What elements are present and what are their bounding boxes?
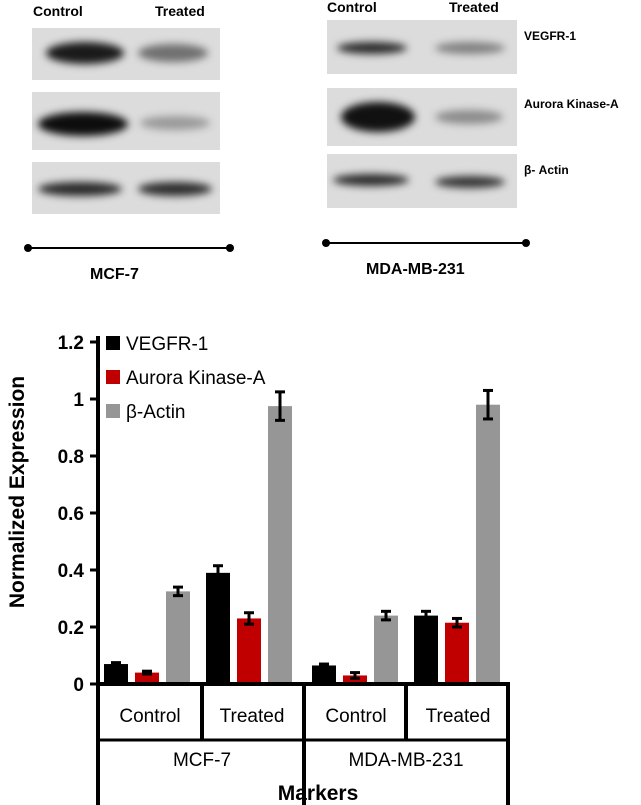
mda-actin-blot xyxy=(327,154,517,208)
left-line-dot-end xyxy=(226,244,234,252)
x-subgroup-label: Control xyxy=(119,706,180,727)
mda-label: MDA-MB-231 xyxy=(366,261,465,278)
right-marker-line xyxy=(326,242,526,244)
legend-swatch xyxy=(106,370,120,384)
y-tick-label: 1 xyxy=(73,390,84,411)
mcf7-aurora-blot xyxy=(32,92,220,150)
mda-aurora-blot xyxy=(327,88,517,146)
bar xyxy=(268,406,292,684)
bar xyxy=(476,404,500,684)
right-treated-header: Treated xyxy=(449,0,499,15)
left-marker-line xyxy=(28,247,232,249)
y-tick-label: 0.2 xyxy=(58,618,84,639)
row-label-vegfr1: VEGFR-1 xyxy=(524,29,577,43)
bar xyxy=(166,591,190,684)
x-subgroup-label: Treated xyxy=(426,706,491,727)
y-tick-label: 0.4 xyxy=(58,561,85,582)
y-tick-label: 0.8 xyxy=(58,447,84,468)
bar xyxy=(312,665,336,684)
x-group-label: MCF-7 xyxy=(173,750,231,771)
y-tick-label: 0.6 xyxy=(58,504,84,525)
bar xyxy=(445,622,469,684)
bar xyxy=(206,572,230,684)
mda-vegfr1-blot xyxy=(327,20,517,74)
legend: VEGFR-1 Aurora Kinase-A β-Actin xyxy=(106,334,266,423)
mcf7-vegfr1-blot xyxy=(32,28,220,80)
left-control-header: Control xyxy=(33,3,83,19)
x-subgroup-label: Treated xyxy=(220,706,285,727)
x-axis: Control Treated MCF-7 Control Treated MDA-MB-… xyxy=(96,682,510,805)
y-axis-title: Normalized Expression xyxy=(6,376,29,608)
y-tick-label: 0 xyxy=(73,675,84,696)
legend-label: VEGFR-1 xyxy=(126,334,208,355)
bar xyxy=(414,615,438,684)
row-label-actin: β- Actin xyxy=(524,163,569,177)
bar xyxy=(104,664,128,684)
mcf7-actin-blot xyxy=(32,162,220,214)
bar xyxy=(374,615,398,684)
row-label-aurora: Aurora Kinase-A xyxy=(524,97,619,111)
x-axis-title: Markers xyxy=(278,782,359,805)
error-bars xyxy=(111,388,493,680)
legend-swatch xyxy=(106,404,120,418)
legend-label: Aurora Kinase-A xyxy=(126,368,266,389)
bar xyxy=(135,672,159,684)
y-axis: 0 0.2 0.4 0.6 0.8 1 1.2 xyxy=(58,333,100,696)
x-subgroup-label: Control xyxy=(325,706,386,727)
right-control-header: Control xyxy=(327,0,377,15)
bars xyxy=(104,404,500,684)
x-group-label: MDA-MB-231 xyxy=(348,750,463,771)
left-treated-header: Treated xyxy=(155,3,205,19)
right-line-dot-end xyxy=(522,239,530,247)
y-tick-label: 1.2 xyxy=(58,333,84,354)
bar xyxy=(237,618,261,684)
legend-swatch xyxy=(106,336,120,350)
legend-label: β-Actin xyxy=(126,402,186,423)
western-blot-panel: Control Treated MCF-7 Control Treated VE… xyxy=(0,0,641,300)
mcf7-label: MCF-7 xyxy=(90,266,139,283)
expression-bar-chart: 00.20.40.60.811.2 Control TreatedMCF-7Con… xyxy=(6,333,510,805)
